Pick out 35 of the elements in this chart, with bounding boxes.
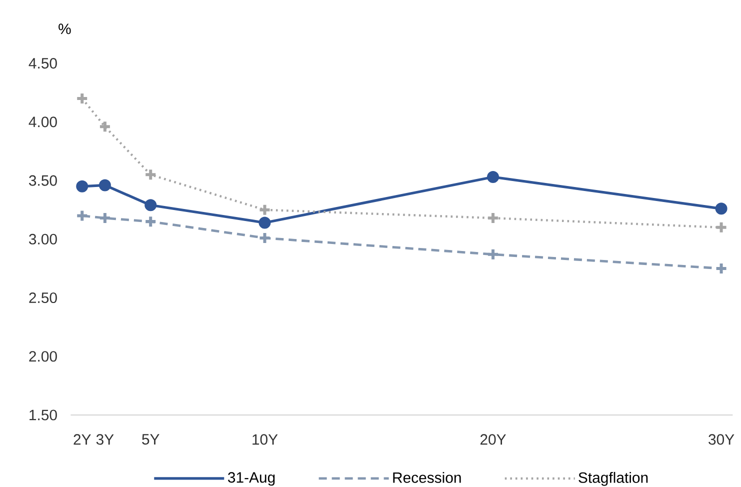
- point: [76, 92, 89, 105]
- point: [98, 212, 112, 225]
- point: [144, 199, 157, 212]
- y-tick-label: 4.00: [28, 116, 57, 128]
- point: [76, 209, 89, 222]
- point: [258, 203, 272, 216]
- x-tick-label: 30Y: [708, 434, 734, 445]
- y-tick-label: 3.00: [28, 234, 57, 244]
- y-tick-label: 1.50: [30, 410, 57, 420]
- point: [144, 168, 158, 182]
- y-tick-label: 2.00: [29, 351, 57, 362]
- point: [486, 248, 500, 261]
- x-tick-label: 3Y: [96, 434, 114, 445]
- legend-label: Stagflation: [578, 472, 648, 486]
- point: [487, 171, 500, 184]
- point: [98, 179, 111, 192]
- x-tick-label: 20Y: [480, 434, 506, 445]
- point: [715, 202, 728, 215]
- legend-label: 31-Aug: [228, 472, 275, 486]
- x-tick-label: 2Y: [74, 434, 91, 445]
- x-tick-label: 10Y: [252, 434, 278, 445]
- y-axis-title: %: [58, 24, 71, 34]
- point: [98, 120, 112, 134]
- point: [258, 231, 272, 244]
- x-tick-label: 5Y: [142, 434, 160, 445]
- point: [714, 220, 728, 234]
- point: [258, 216, 271, 229]
- y-tick-label: 2.50: [29, 292, 57, 304]
- y-tick-label: 3.50: [28, 175, 57, 186]
- point: [486, 212, 500, 225]
- y-tick-label: 4.50: [28, 58, 57, 69]
- point: [714, 262, 728, 275]
- point: [144, 215, 158, 228]
- legend-label: Recession: [393, 472, 461, 483]
- point: [76, 180, 88, 192]
